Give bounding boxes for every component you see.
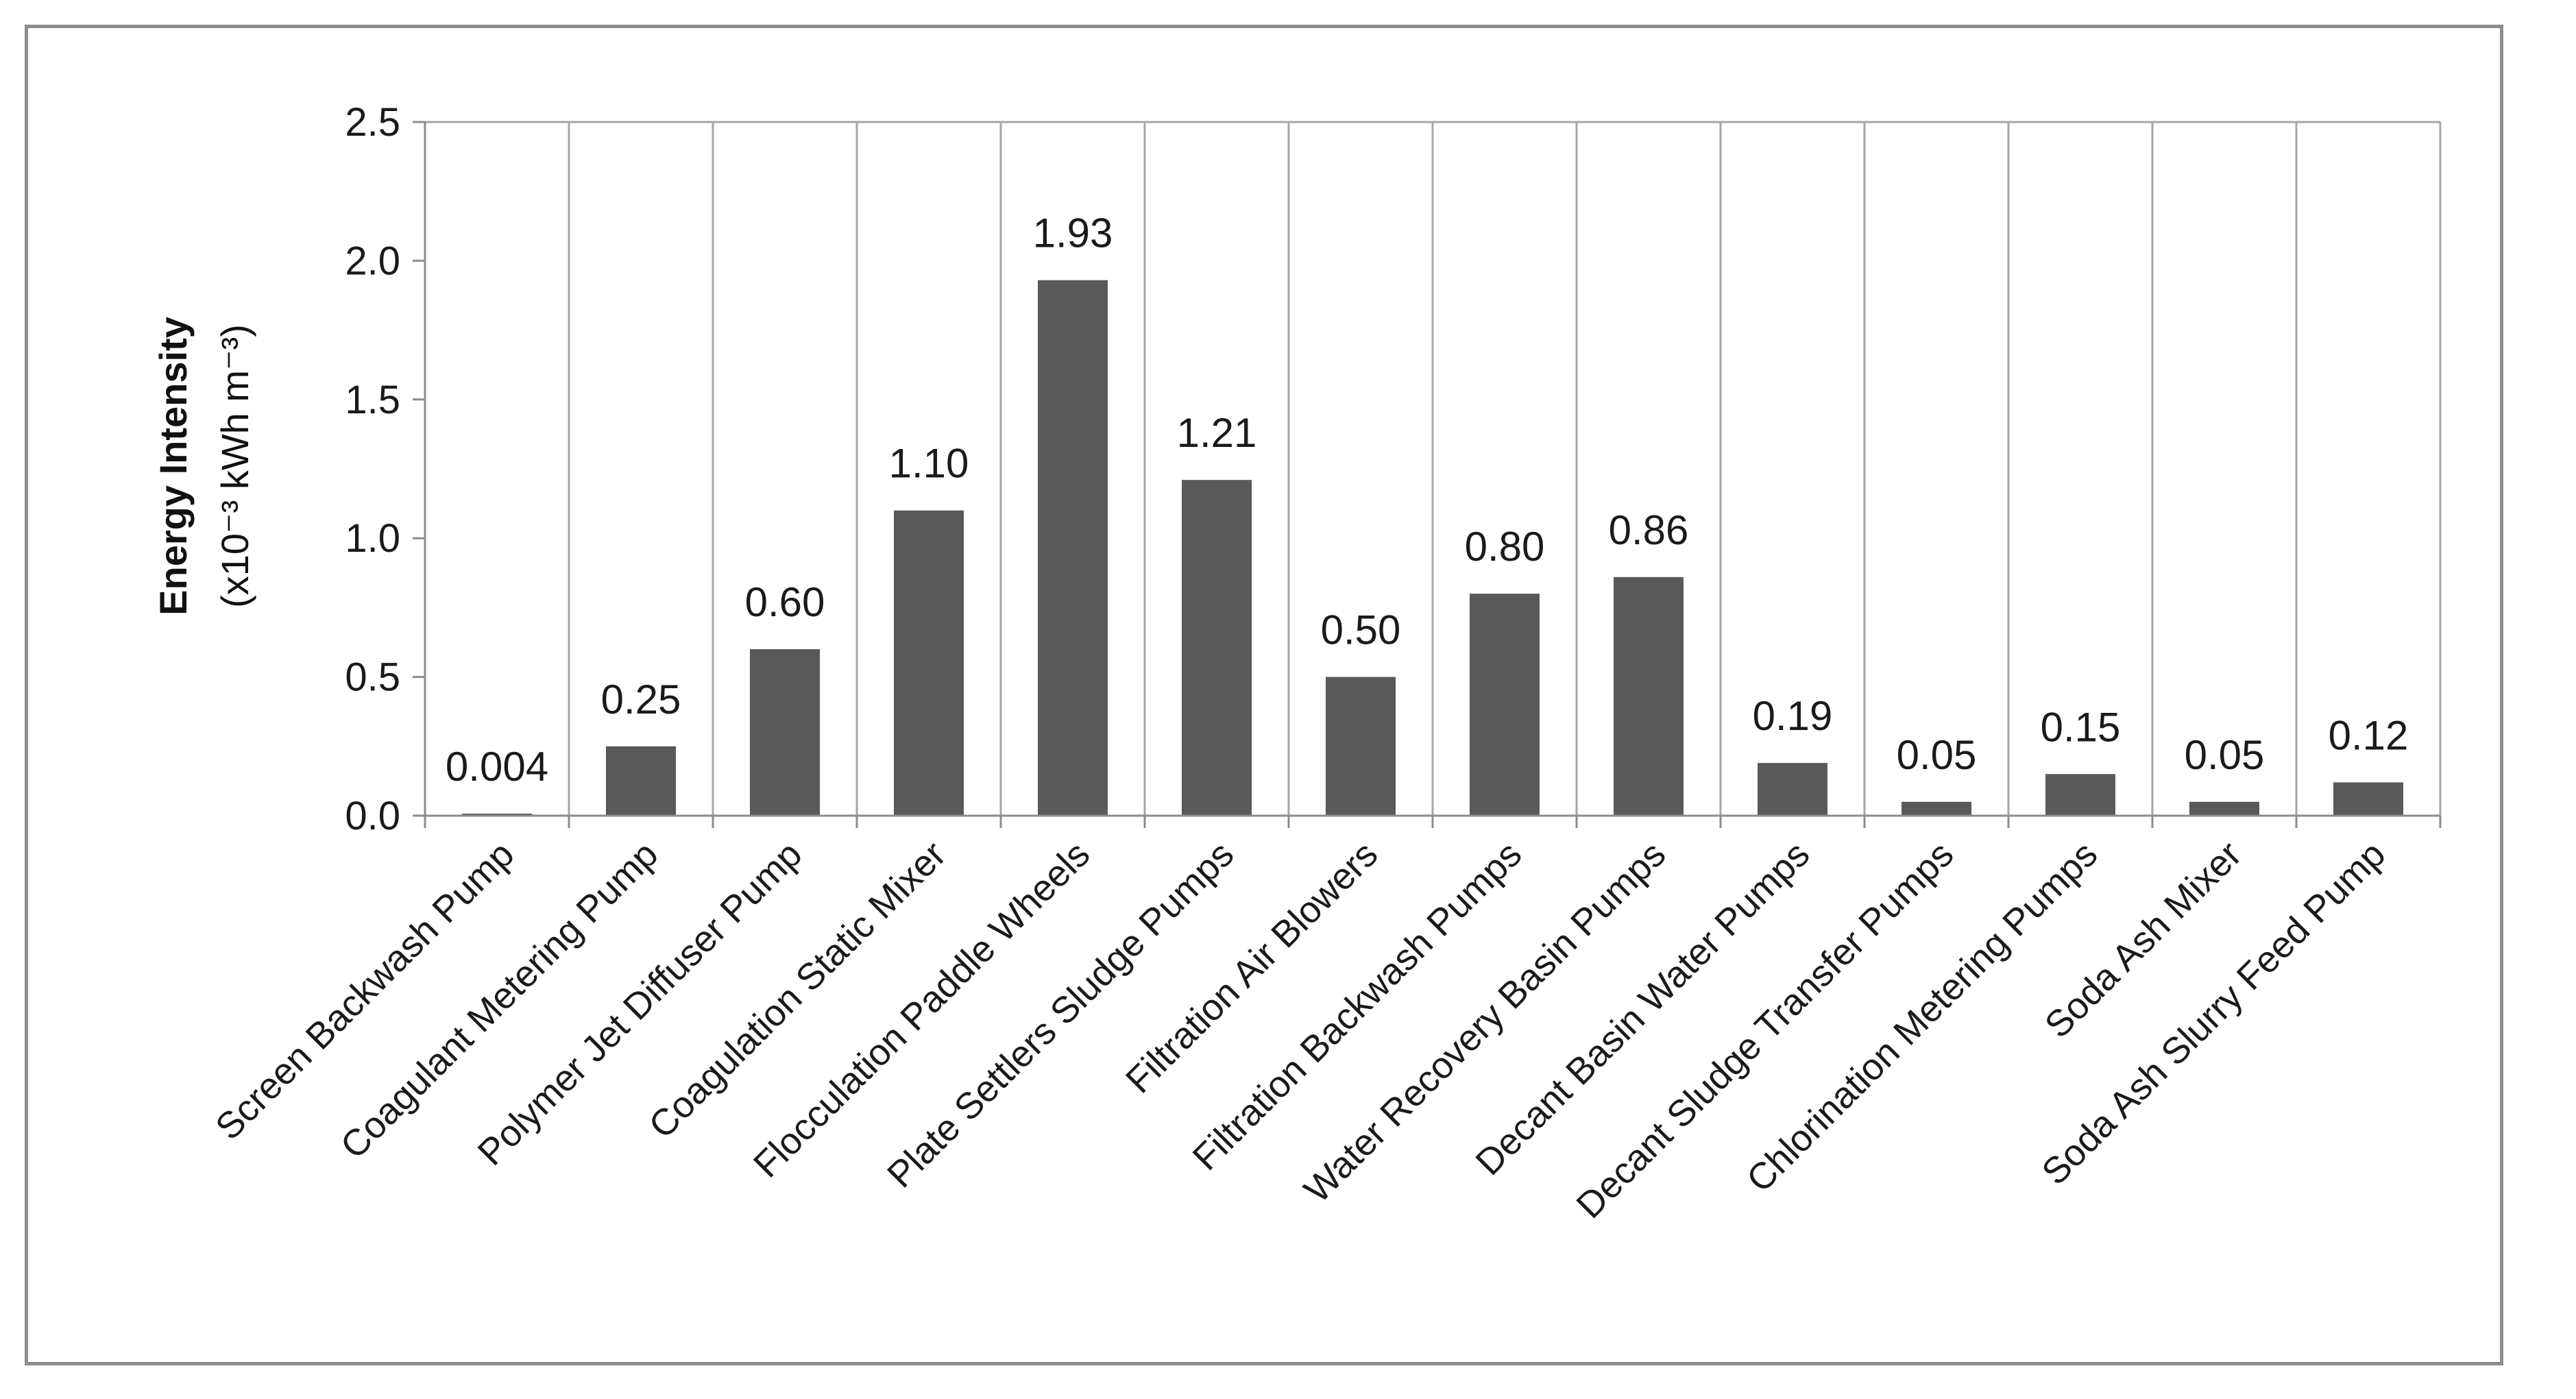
grid-layer	[425, 121, 2442, 816]
category-label: Filtration Air Blowers	[1118, 834, 1385, 1101]
bar	[2333, 782, 2403, 816]
bar	[1470, 594, 1540, 816]
data-label: 0.05	[2185, 732, 2265, 778]
y-tick-label: 1.0	[345, 516, 400, 561]
data-label: 0.50	[1321, 607, 1401, 653]
data-label: 0.60	[745, 579, 825, 625]
bar	[750, 649, 820, 816]
bar	[894, 510, 964, 816]
y-tick-label: 2.5	[345, 100, 400, 145]
y-tick-label: 0.5	[345, 655, 400, 700]
bar	[1182, 480, 1252, 816]
bar	[1038, 280, 1108, 816]
bar	[1614, 576, 1684, 816]
data-labels-layer: 0.004 0.25 0.60 1.10 1.93 1.21 0.50 0.80 0.86 0.1…	[446, 210, 2408, 790]
data-label: 0.05	[1897, 732, 1977, 778]
bar	[1758, 763, 1827, 816]
data-label: 0.004	[446, 744, 548, 790]
bar	[606, 746, 676, 816]
y-tick-label: 0.0	[345, 794, 400, 838]
bar	[1901, 801, 1971, 816]
category-label: Screen Backwash Pump	[208, 834, 522, 1147]
y-axis-label: Energy Intensity	[151, 317, 195, 616]
bar	[1326, 677, 1396, 816]
chart-frame	[25, 25, 2503, 1365]
y-tick-label: 2.0	[345, 239, 400, 283]
y-axis-title: Energy Intensity (x10⁻³ kWh m⁻³)	[151, 317, 256, 616]
y-axis-unit-label: (x10⁻³ kWh m⁻³)	[213, 324, 256, 608]
data-label: 0.12	[2329, 712, 2409, 758]
category-label: Coagulation Static Mixer	[641, 834, 953, 1146]
data-label: 0.80	[1465, 524, 1545, 570]
bar	[2045, 774, 2115, 816]
data-label: 1.10	[889, 441, 969, 487]
axes-layer	[413, 121, 2442, 828]
bar	[2189, 801, 2259, 816]
bars-layer	[462, 280, 2403, 816]
data-label: 0.25	[601, 677, 681, 722]
data-label: 1.93	[1033, 210, 1113, 256]
y-tick-label: 1.5	[345, 378, 400, 422]
data-label: 0.15	[2041, 704, 2121, 750]
data-label: 0.86	[1609, 507, 1689, 553]
data-label: 1.21	[1177, 410, 1257, 456]
data-label: 0.19	[1753, 693, 1833, 739]
y-tick-labels: 0.0 0.5 1.0 1.5 2.0 2.5	[345, 100, 400, 838]
